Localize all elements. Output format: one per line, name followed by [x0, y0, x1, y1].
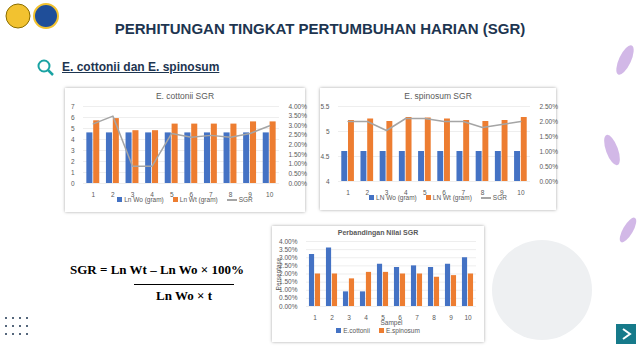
svg-text:7: 7	[209, 191, 213, 198]
svg-text:4: 4	[71, 136, 75, 143]
svg-text:2.50%: 2.50%	[540, 103, 559, 110]
html-text:LN Wt (gram): LN Wt (gram)	[432, 194, 472, 201]
svg-text:2: 2	[330, 314, 334, 321]
svg-text:2: 2	[71, 158, 75, 165]
svg-text:5: 5	[71, 125, 75, 132]
html-text:LN Wo (gram): LN Wo (gram)	[376, 194, 417, 201]
svg-text:1: 1	[91, 191, 95, 198]
svg-text:8: 8	[481, 189, 485, 196]
svg-text:3: 3	[347, 314, 351, 321]
svg-text:3.00%: 3.00%	[289, 122, 308, 129]
svg-text:0.00%: 0.00%	[289, 180, 308, 187]
svg-text:0.50%: 0.50%	[289, 170, 308, 177]
svg-text:2.50%: 2.50%	[289, 131, 308, 138]
svg-text:1.50%: 1.50%	[279, 278, 298, 286]
svg-text:2: 2	[365, 189, 369, 196]
svg-text:4: 4	[150, 191, 154, 198]
svg-text:3: 3	[385, 189, 389, 196]
svg-text:2: 2	[111, 191, 115, 198]
svg-text:4.00%: 4.00%	[289, 103, 308, 110]
svg-text:5: 5	[170, 191, 174, 198]
svg-text:1: 1	[346, 189, 350, 196]
svg-text:1: 1	[71, 169, 75, 176]
svg-text:10: 10	[464, 314, 472, 321]
html-text:Ln Wo × t: Ln Wo × t	[156, 288, 212, 303]
svg-text:Sampel: Sampel	[380, 319, 403, 327]
svg-text:1: 1	[313, 314, 317, 321]
svg-text:0: 0	[71, 180, 75, 187]
svg-text:4.5: 4.5	[320, 153, 329, 160]
svg-text:1.00%: 1.00%	[289, 160, 308, 167]
svg-text:3.50%: 3.50%	[289, 112, 308, 119]
svg-text:Persentase: Persentase	[275, 257, 282, 290]
html-text:E. spinosum SGR: E. spinosum SGR	[404, 91, 472, 101]
svg-text:9: 9	[449, 314, 453, 321]
svg-text:6: 6	[442, 189, 446, 196]
svg-text:2.50%: 2.50%	[279, 262, 298, 269]
svg-text:5: 5	[423, 189, 427, 196]
svg-text:3: 3	[71, 147, 75, 154]
svg-text:1.50%: 1.50%	[289, 151, 308, 158]
html-text:Perbandingan Nilai SGR: Perbandingan Nilai SGR	[337, 229, 419, 236]
svg-text:10: 10	[517, 189, 525, 196]
svg-text:7: 7	[71, 103, 75, 110]
svg-text:9: 9	[500, 189, 504, 196]
svg-text:6: 6	[71, 114, 75, 121]
html-text:Ln Wo (gram): Ln Wo (gram)	[124, 196, 164, 203]
svg-text:3.00%: 3.00%	[279, 253, 298, 261]
svg-text:2.00%: 2.00%	[279, 270, 298, 278]
svg-text:3.50%: 3.50%	[279, 246, 298, 253]
svg-text:2.00%: 2.00%	[540, 118, 559, 125]
html-text:SGR: SGR	[492, 194, 507, 201]
svg-text:0.50%: 0.50%	[279, 294, 298, 301]
html-text:E.spinosum: E.spinosum	[385, 327, 420, 334]
svg-text:0.00%: 0.00%	[540, 178, 559, 185]
svg-text:7: 7	[461, 189, 465, 196]
svg-text:5: 5	[326, 128, 330, 135]
svg-text:8: 8	[229, 191, 233, 198]
svg-text:4: 4	[404, 189, 408, 196]
html-text:E. cottonii SGR: E. cottonii SGR	[155, 91, 214, 101]
html-text:SGR: SGR	[238, 196, 253, 203]
html-text:E.cottonii: E.cottonii	[343, 327, 370, 334]
svg-text:9: 9	[248, 191, 252, 198]
html-text:SGR = Ln Wt – Ln Wo × 100%: SGR = Ln Wt – Ln Wo × 100%	[70, 262, 244, 277]
html-text:PERHITUNGAN TINGKAT PERTUMBUHA: PERHITUNGAN TINGKAT PERTUMBUHAN HARIAN (…	[114, 20, 526, 37]
svg-text:5.5: 5.5	[320, 103, 329, 110]
svg-text:4: 4	[326, 178, 330, 185]
svg-text:8: 8	[432, 314, 436, 321]
svg-text:2.00%: 2.00%	[289, 141, 308, 148]
svg-text:1.50%: 1.50%	[540, 133, 559, 140]
svg-text:3: 3	[131, 191, 135, 198]
svg-text:0.50%: 0.50%	[540, 163, 559, 170]
svg-text:4: 4	[364, 314, 368, 321]
svg-text:1.00%: 1.00%	[540, 148, 559, 155]
svg-text:4.00%: 4.00%	[279, 238, 298, 245]
svg-text:10: 10	[266, 191, 274, 198]
svg-text:1.00%: 1.00%	[279, 286, 298, 294]
html-text:Ln Wt (gram): Ln Wt (gram)	[179, 196, 218, 203]
svg-text:6: 6	[189, 191, 193, 198]
html-text:E. cottonii dan E. spinosum: E. cottonii dan E. spinosum	[62, 60, 220, 74]
svg-text:0.00%: 0.00%	[279, 303, 298, 310]
svg-text:7: 7	[415, 314, 419, 321]
